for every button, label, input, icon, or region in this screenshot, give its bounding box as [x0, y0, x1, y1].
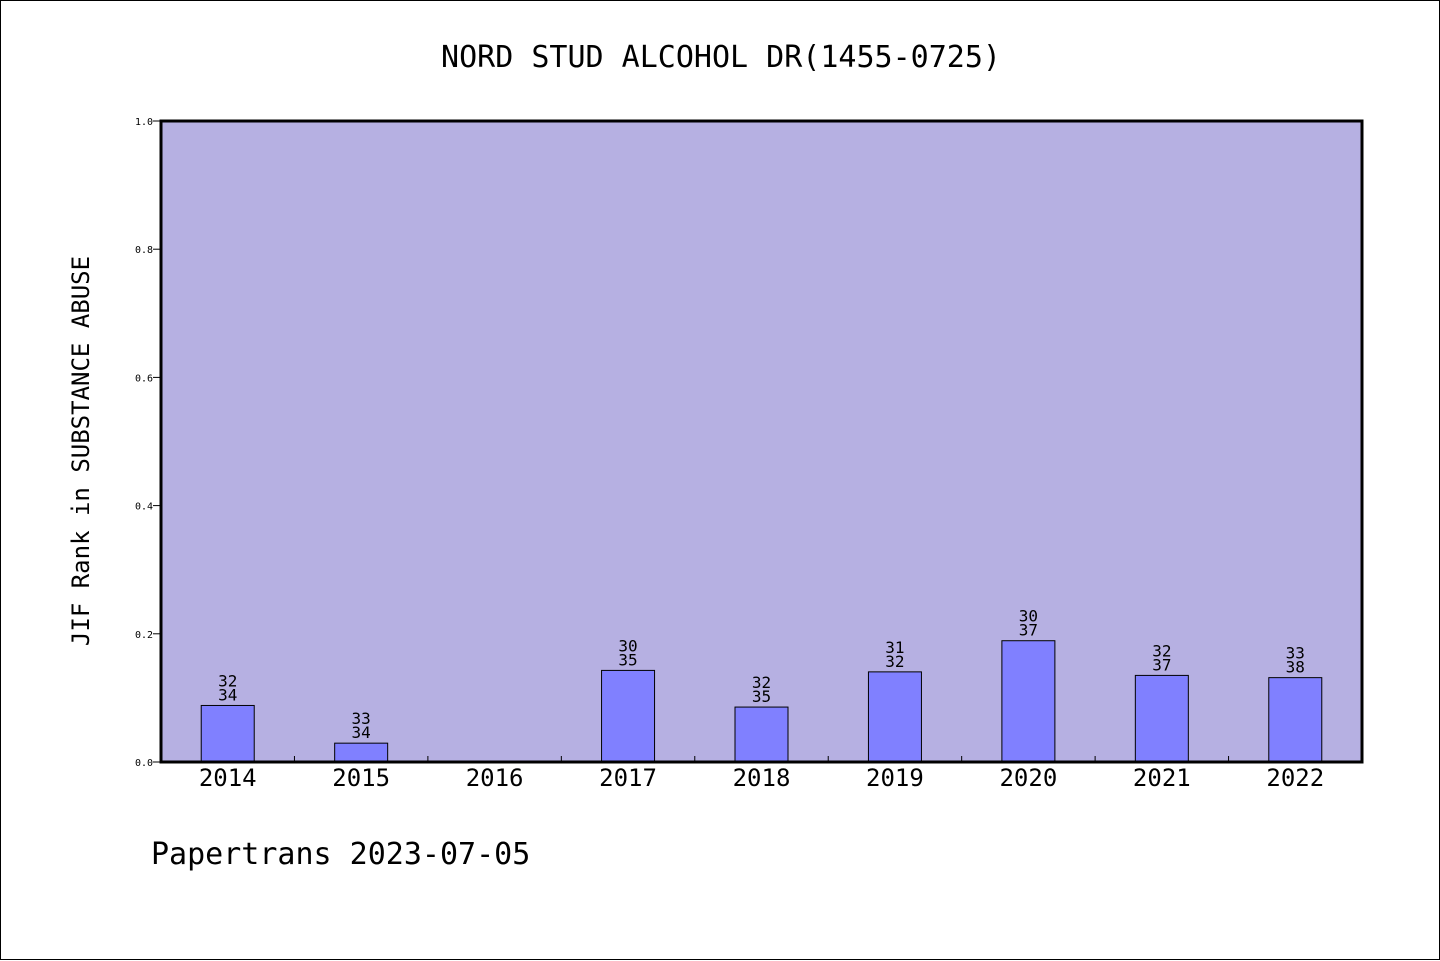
- bar: [601, 669, 656, 763]
- x-tick-label: 2018: [733, 764, 791, 792]
- bar: [1001, 640, 1056, 763]
- bar-total-label: 37: [1019, 621, 1038, 640]
- footer-credit: Papertrans 2023-07-05: [151, 837, 530, 872]
- y-axis-label: JIF Rank in SUBSTANCE ABUSE: [67, 256, 95, 646]
- x-tick-label: 2015: [332, 764, 390, 792]
- plot-area: [159, 119, 1364, 764]
- chart-title: NORD STUD ALCOHOL DR(1455-0725): [441, 40, 1001, 75]
- plot-border: [159, 119, 1364, 764]
- bar-total-label: 38: [1286, 658, 1305, 677]
- bar-total-label: 37: [1152, 655, 1171, 674]
- y-tick-label: 0.6: [135, 373, 153, 384]
- y-tick-label: 0.0: [135, 758, 153, 769]
- bar-rank-label: 30: [618, 636, 637, 655]
- x-tick-label: 2014: [199, 764, 257, 792]
- bar-rank-label: 30: [1019, 607, 1038, 626]
- bar-rank-label: 32: [752, 673, 771, 692]
- bar-rank-label: 33: [1286, 644, 1305, 663]
- bar-total-label: 35: [618, 650, 637, 669]
- bar: [200, 704, 255, 763]
- bar-total-label: 32: [885, 652, 904, 671]
- bar: [1134, 674, 1189, 763]
- bar: [334, 742, 389, 763]
- y-tick-label: 0.2: [135, 630, 153, 641]
- bar-total-label: 34: [352, 723, 371, 742]
- bar-rank-label: 31: [885, 638, 904, 657]
- x-tick-label: 2020: [999, 764, 1057, 792]
- x-tick-label: 2022: [1266, 764, 1324, 792]
- y-tick-label: 0.8: [135, 245, 153, 256]
- y-tick-label: 0.4: [135, 502, 153, 513]
- bar-rank-label: 33: [352, 709, 371, 728]
- bar: [1268, 677, 1323, 763]
- bar-total-label: 34: [218, 685, 237, 704]
- bar-total-label: 35: [752, 687, 771, 706]
- x-tick-label: 2016: [466, 764, 524, 792]
- y-tick-label: 1.0: [135, 117, 153, 128]
- bar: [867, 671, 922, 763]
- bar: [734, 706, 789, 763]
- x-tick-label: 2019: [866, 764, 924, 792]
- bar-rank-label: 32: [218, 671, 237, 690]
- bar-rank-label: 32: [1152, 641, 1171, 660]
- x-tick-label: 2021: [1133, 764, 1191, 792]
- x-tick-label: 2017: [599, 764, 657, 792]
